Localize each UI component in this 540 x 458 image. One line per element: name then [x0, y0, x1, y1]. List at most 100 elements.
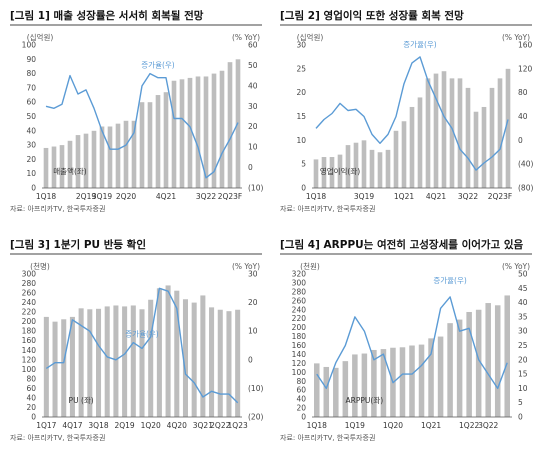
- chart4-bar: [456, 319, 463, 417]
- chart4-bar: [352, 354, 358, 417]
- chart3-bar: [200, 295, 206, 417]
- chart4-left-tick-label: 220: [292, 314, 307, 323]
- chart4-x-tick-label: 1Q18: [307, 421, 327, 430]
- chart1-left-tick-label: 10: [26, 169, 36, 178]
- chart1-right-tick-label: 40: [248, 81, 258, 90]
- chart4-bar: [323, 366, 330, 417]
- chart4-bar: [504, 295, 510, 417]
- chart1-left-tick-label: 40: [26, 126, 36, 135]
- chart3-right-tick-label: 10: [248, 327, 258, 336]
- chart3-left-tick-label: 300: [22, 270, 37, 279]
- chart3-left-tick-label: 260: [22, 289, 37, 298]
- chart3-x-tick-label: 2Q22: [210, 421, 230, 430]
- chart3-x-tick-label: 1Q17: [36, 421, 56, 430]
- chart4-bar: [409, 345, 415, 417]
- chart2-left-tick-label: 30: [296, 41, 306, 50]
- chart3-bar: [174, 290, 180, 417]
- chart1-right-tick-label: 30: [248, 102, 258, 111]
- chart4-growth-line: [316, 296, 508, 390]
- chart3-bar: [78, 308, 84, 417]
- chart1-bar: [107, 126, 113, 188]
- chart3-left-tick-label: 160: [22, 336, 37, 345]
- chart4-bar: [333, 367, 339, 417]
- chart1-bar: [43, 147, 49, 188]
- chart2-right-tick-label: 120: [518, 64, 533, 73]
- chart1-right-tick-label: (10): [248, 184, 263, 193]
- chart3-x-tick-label: 1Q23: [228, 421, 248, 430]
- chart2-bar: [425, 78, 431, 188]
- chart2-left-tick-label: 10: [296, 136, 306, 145]
- chart1-bar: [163, 92, 169, 188]
- chart3-x-tick-label: 3Q18: [88, 421, 108, 430]
- chart3-left-tick-label: 60: [26, 384, 36, 393]
- chart4-bar: [418, 344, 425, 417]
- chart3-left-tick-label: 0: [31, 413, 36, 422]
- chart1-right-tick-label: 0: [248, 163, 253, 172]
- chart1-bar: [115, 123, 121, 188]
- chart3-bar: [87, 309, 93, 417]
- chart2-left-tick-label: 15: [296, 112, 306, 121]
- chart4-bar: [447, 323, 453, 417]
- chart4-left-tick-label: 320: [292, 270, 307, 279]
- chart2-bar: [441, 71, 447, 188]
- chart4-left-tick-label: 80: [296, 377, 306, 386]
- chart3-bar: [69, 316, 75, 417]
- chart4-bar: [494, 305, 501, 417]
- chart2-bar: [433, 73, 439, 188]
- chart1-right-tick-label: 50: [248, 61, 258, 70]
- chart3-title: [그림 3] 1분기 PU 반등 확인: [10, 238, 146, 251]
- chart3-right-tick-label: (10): [248, 384, 263, 393]
- chart2-bar: [473, 111, 479, 188]
- chart3-bar: [52, 321, 58, 417]
- chart2-bar-series-label: 영업이익(좌): [320, 166, 360, 176]
- chart3-bar: [191, 302, 197, 417]
- chart4-x-tick-label: 3Q22: [478, 421, 498, 430]
- chart4-left-unit: (천원): [300, 261, 320, 271]
- chart4-right-tick-label: 15: [518, 370, 528, 379]
- chart2-bar: [417, 97, 423, 188]
- chart1-left-tick-label: 50: [26, 112, 36, 121]
- chart4-right-tick-label: 10: [518, 384, 528, 393]
- chart3-bar: [104, 306, 110, 417]
- chart3-left-tick-label: 100: [22, 365, 37, 374]
- chart3-right-tick-label: 20: [248, 298, 258, 307]
- chart3-bar: [226, 311, 232, 417]
- chart2-left-unit: (십억원): [297, 33, 324, 42]
- chart2-right-tick-label: 160: [518, 41, 533, 50]
- chart3-bar: [139, 309, 145, 417]
- chart4-left-tick-label: 260: [292, 296, 307, 305]
- chart2-bar: [353, 142, 359, 188]
- chart3-right-tick-label: 30: [248, 270, 258, 279]
- chart2-x-tick-label: 1Q18: [306, 192, 326, 201]
- chart2-bar: [385, 149, 391, 188]
- chart2-bar: [401, 121, 407, 188]
- chart2-bar: [345, 145, 351, 188]
- chart4-left-tick-label: 300: [292, 278, 307, 287]
- chart3-left-tick-label: 220: [22, 308, 37, 317]
- chart4-right-unit: (% YoY): [502, 262, 530, 271]
- chart4-left-tick-label: 0: [301, 413, 306, 422]
- chart2-left-tick-label: 5: [301, 160, 306, 169]
- chart4-left-tick-label: 180: [292, 332, 307, 341]
- chart3-x-tick-label: 3Q21: [193, 421, 213, 430]
- chart2-x-tick-label: 4Q21: [426, 192, 446, 201]
- chart1-bar: [155, 95, 161, 188]
- chart4-bar-series-label: ARPPU(좌): [346, 396, 384, 405]
- chart4-bar: [342, 361, 349, 417]
- chart3-x-tick-label: 4Q20: [167, 421, 187, 430]
- chart1-bar: [123, 120, 129, 188]
- chart4-left-tick-label: 120: [292, 359, 307, 368]
- chart1-bar: [99, 126, 105, 188]
- chart3-bar: [122, 306, 128, 417]
- chart3-left-tick-label: 80: [26, 374, 36, 383]
- chart2-right-unit: (% YoY): [502, 33, 530, 42]
- chart3-source-note: 자료: 아프리카TV, 한국투자증권: [10, 433, 105, 442]
- chart3-bar-series-label: PU (좌): [69, 396, 94, 405]
- chart1-left-tick-label: 30: [26, 141, 36, 150]
- chart3-bar: [165, 285, 171, 417]
- chart2-bar: [409, 106, 415, 188]
- chart2-bar: [457, 78, 463, 188]
- chart1-x-tick-label: 2Q23F: [218, 192, 243, 201]
- chart1-bar: [139, 102, 145, 188]
- chart3-bar: [61, 319, 67, 417]
